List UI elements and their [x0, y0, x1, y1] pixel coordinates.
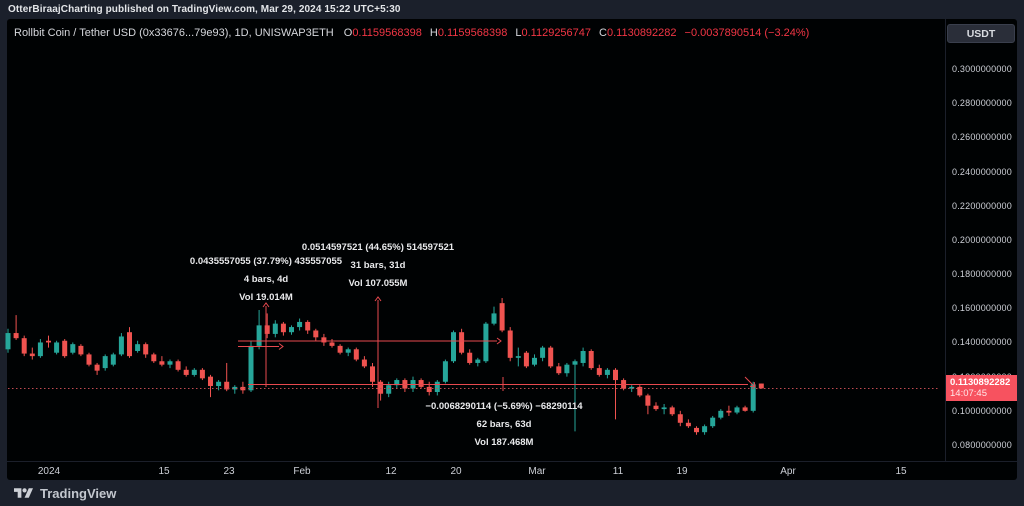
price-axis-label: 0.1000000000: [952, 405, 1012, 416]
time-axis-separator: [7, 461, 1017, 462]
time-axis-label: 12: [385, 466, 397, 477]
measure-bar-count: 31 bars, 31d: [350, 260, 406, 271]
price-axis-label: 0.2200000000: [952, 200, 1012, 211]
tradingview-logo-icon[interactable]: [14, 486, 33, 501]
currency-toggle-button[interactable]: USDT: [947, 24, 1015, 43]
time-axis-label: 11: [612, 466, 624, 477]
measure-label-rally1[interactable]: 0.0435557055 (37.79%) 435557055 4 bars, …: [190, 253, 342, 307]
current-price-tag: 0.1130892282 14:07:45: [946, 375, 1017, 402]
ohlc-high: H0.1159568398: [429, 27, 508, 39]
current-price-value: 0.1130892282: [950, 377, 1011, 389]
measure-bar-count: 4 bars, 4d: [243, 274, 289, 285]
time-axis-label: 23: [223, 466, 235, 477]
time-axis-label: 19: [676, 466, 688, 477]
price-axis-label: 0.2400000000: [952, 166, 1012, 177]
footer-bar: TradingView: [0, 480, 1024, 506]
price-axis-label: 0.1600000000: [952, 303, 1012, 314]
bar-countdown: 14:07:45: [950, 388, 987, 400]
measure-price-change: 0.0435557055 (37.79%) 435557055: [189, 256, 343, 267]
symbol-legend: Rollbit Coin / Tether USD (0x33676...79e…: [14, 26, 809, 40]
price-axis-label: 0.2800000000: [952, 98, 1012, 109]
measure-price-change: 0.0514597521 (44.65%) 514597521: [301, 242, 455, 253]
price-axis-separator: [945, 19, 946, 461]
ohlc-close: C0.1130892282: [599, 27, 677, 39]
tradingview-brand-text[interactable]: TradingView: [40, 485, 117, 501]
price-axis-label: 0.0800000000: [952, 440, 1012, 450]
price-axis-label: 0.2600000000: [952, 132, 1012, 143]
time-axis-label: 15: [895, 466, 907, 477]
time-axis-label: Mar: [528, 466, 546, 477]
change-value: −0.0037890514 (−3.24%): [684, 27, 810, 39]
price-axis-label: 0.2000000000: [952, 234, 1012, 245]
price-axis-label: 0.1800000000: [952, 269, 1012, 280]
ohlc-open: O0.1159568398: [343, 27, 422, 39]
symbol-title[interactable]: Rollbit Coin / Tether USD (0x33676...79e…: [14, 27, 334, 39]
time-axis-label: 2024: [37, 466, 61, 477]
measure-label-decline[interactable]: −0.0068290114 (−5.69%) −68290114 62 bars…: [425, 398, 582, 452]
publish-info-text: OtterBiraajCharting published on Trading…: [8, 4, 401, 15]
chart-panel[interactable]: Rollbit Coin / Tether USD (0x33676...79e…: [7, 19, 1017, 480]
time-axis-label: Feb: [293, 466, 311, 477]
measure-volume: Vol 107.055M: [348, 278, 408, 289]
time-axis-label: 20: [450, 466, 462, 477]
publish-info-bar: OtterBiraajCharting published on Trading…: [0, 0, 1024, 19]
price-axis-label: 0.1400000000: [952, 337, 1012, 348]
measure-label-rally2[interactable]: 0.0514597521 (44.65%) 514597521 31 bars,…: [302, 239, 454, 293]
measure-volume: Vol 187.468M: [474, 437, 534, 448]
measure-price-change: −0.0068290114 (−5.69%) −68290114: [425, 401, 583, 412]
measure-volume: Vol 19.014M: [239, 292, 293, 303]
ohlc-low: L0.1129256747: [515, 27, 592, 39]
measure-bar-count: 62 bars, 63d: [476, 419, 532, 430]
price-axis-label: 0.3000000000: [952, 64, 1012, 74]
time-axis-label: 15: [158, 466, 170, 477]
time-axis-label: Apr: [780, 466, 796, 477]
